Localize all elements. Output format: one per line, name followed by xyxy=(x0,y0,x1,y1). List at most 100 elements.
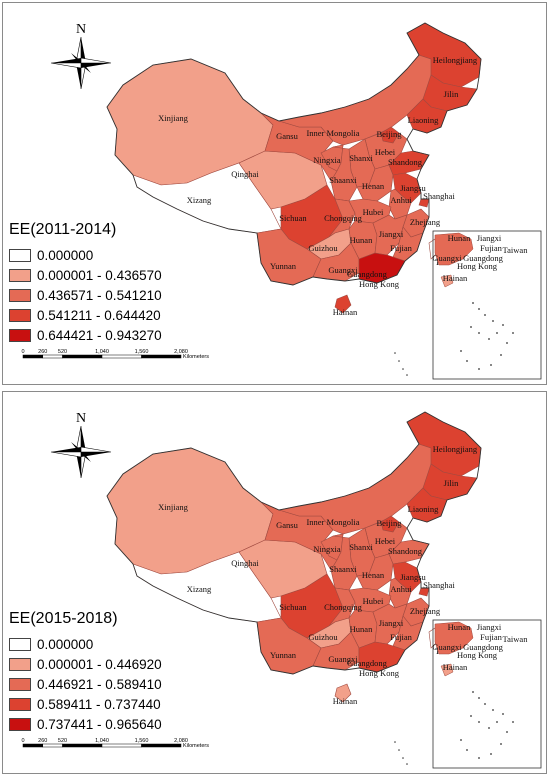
province-label: Guangxi xyxy=(328,654,358,664)
scale-segment xyxy=(101,354,142,359)
legend-item: 0.000001 - 0.436570 xyxy=(9,267,162,284)
scale-segment xyxy=(101,743,142,748)
province-label: Inner Mongolia xyxy=(306,128,359,138)
island-dot xyxy=(478,308,480,310)
scale-tick-label: 260 xyxy=(38,349,47,355)
legend-swatch xyxy=(9,638,31,651)
province-label: Henan xyxy=(362,181,385,191)
legend-item: 0.446921 - 0.589410 xyxy=(9,676,162,693)
island-dot xyxy=(472,302,474,304)
scale-segment xyxy=(62,354,103,359)
scale-segment xyxy=(141,743,182,748)
legend-item: 0.000000 xyxy=(9,636,93,653)
province-labels: Xinjiang Xizang Qinghai Gansu Inner Mongolia… xyxy=(158,444,478,706)
scale-tick-label: 0 xyxy=(21,349,24,355)
province-label: Inner Mongolia xyxy=(306,517,359,527)
inset-label: Hunan xyxy=(448,233,471,243)
inset-label: Hong Kong xyxy=(457,261,498,271)
legend-swatch xyxy=(9,658,31,671)
legend-item: 0.436571 - 0.541210 xyxy=(9,287,162,304)
inset-hainan xyxy=(440,663,454,677)
scale-tick-label: 2,080 xyxy=(174,349,188,355)
nine-dash-line-dot xyxy=(398,360,400,362)
province-label: Beijing xyxy=(376,518,402,528)
inset-label: Guangdong xyxy=(463,642,503,652)
inset-label: Hunan xyxy=(448,622,471,632)
province-label: Heilongjiang xyxy=(433,55,478,65)
inset-label: Hainan xyxy=(443,273,468,283)
legend-item: 0.644421 - 0.943270 xyxy=(9,327,162,344)
island-dot xyxy=(470,326,472,328)
inset-hainan xyxy=(440,274,454,288)
province-label: Liaoning xyxy=(408,115,439,125)
province-label: Jilin xyxy=(444,89,459,99)
province-label: Jiangsu xyxy=(400,183,426,193)
province-label: Shandong xyxy=(388,546,423,556)
inset-label: Fujian xyxy=(480,243,502,253)
legend-label: 0.541211 - 0.644420 xyxy=(37,308,161,323)
province-label: Sichuan xyxy=(279,602,307,612)
province-label: Anhui xyxy=(390,584,412,594)
province-label: Guizhou xyxy=(308,243,338,253)
province-label: Hunan xyxy=(350,235,373,245)
nine-dash-line-dot xyxy=(398,749,400,751)
legend-label: 0.000000 xyxy=(37,637,94,652)
province-label: Gansu xyxy=(276,131,298,141)
island-dot xyxy=(488,338,490,340)
legend-item: 0.000000 xyxy=(9,247,93,264)
province-label: Fujian xyxy=(390,243,412,253)
hong-kong-label: Hong Kong xyxy=(359,668,400,678)
island-dot xyxy=(478,757,480,759)
scale-tick-label: 1,040 xyxy=(95,349,109,355)
scale-tick-label: 0 xyxy=(21,738,24,744)
province-label: Shaanxi xyxy=(329,564,357,574)
legend-item: 0.000001 - 0.446920 xyxy=(9,656,162,673)
province-layer xyxy=(106,22,482,314)
province-label: Shanghai xyxy=(423,191,455,201)
scale-tick-label: 520 xyxy=(58,349,67,355)
legend-swatch xyxy=(9,269,31,282)
island-dot xyxy=(484,703,486,705)
island-dot xyxy=(490,364,492,366)
province-label: Qinghai xyxy=(231,558,259,568)
island-dot xyxy=(492,709,494,711)
island-dot xyxy=(512,332,514,334)
inset-mainland xyxy=(434,232,474,266)
map-panel-2015-2018: Xinjiang Xizang Qinghai Gansu Inner Mongolia… xyxy=(2,391,547,774)
legend-swatch xyxy=(9,718,31,731)
province-label: Anhui xyxy=(390,195,412,205)
island-dot xyxy=(478,697,480,699)
province-label: Chongqing xyxy=(324,213,363,223)
inset-label: Hainan xyxy=(443,662,468,672)
province-label: Xizang xyxy=(187,195,212,205)
province-label: Jiangxi xyxy=(379,229,404,239)
island-dot xyxy=(484,314,486,316)
north-label: N xyxy=(76,22,86,37)
scale-tick-label: 1,560 xyxy=(135,738,149,744)
province-label: Hainan xyxy=(333,307,358,317)
province-label: Hebei xyxy=(375,147,396,157)
province-label: Ningxia xyxy=(313,544,341,554)
province-label: Guizhou xyxy=(308,632,338,642)
province-label: Yunnan xyxy=(270,650,297,660)
legend-item: 0.541211 - 0.644420 xyxy=(9,307,161,324)
inset-frame xyxy=(432,230,542,380)
island-dot xyxy=(496,332,498,334)
island-dot xyxy=(470,715,472,717)
province-label: Shanghai xyxy=(423,580,455,590)
island-dot xyxy=(506,731,508,733)
north-label: N xyxy=(76,411,86,426)
inset-label: Guangxi xyxy=(432,642,462,652)
scale-tick-label: 260 xyxy=(38,738,47,744)
legend-swatch xyxy=(9,678,31,691)
province-labels: Xinjiang Xizang Qinghai Gansu Inner Mongolia… xyxy=(158,55,478,317)
legend-label: 0.644421 - 0.943270 xyxy=(37,328,162,343)
province-hainan[interactable] xyxy=(334,683,352,703)
island-dots xyxy=(394,691,514,765)
province-label: Guangxi xyxy=(328,265,358,275)
province-hainan[interactable] xyxy=(334,294,352,314)
island-dot xyxy=(478,721,480,723)
